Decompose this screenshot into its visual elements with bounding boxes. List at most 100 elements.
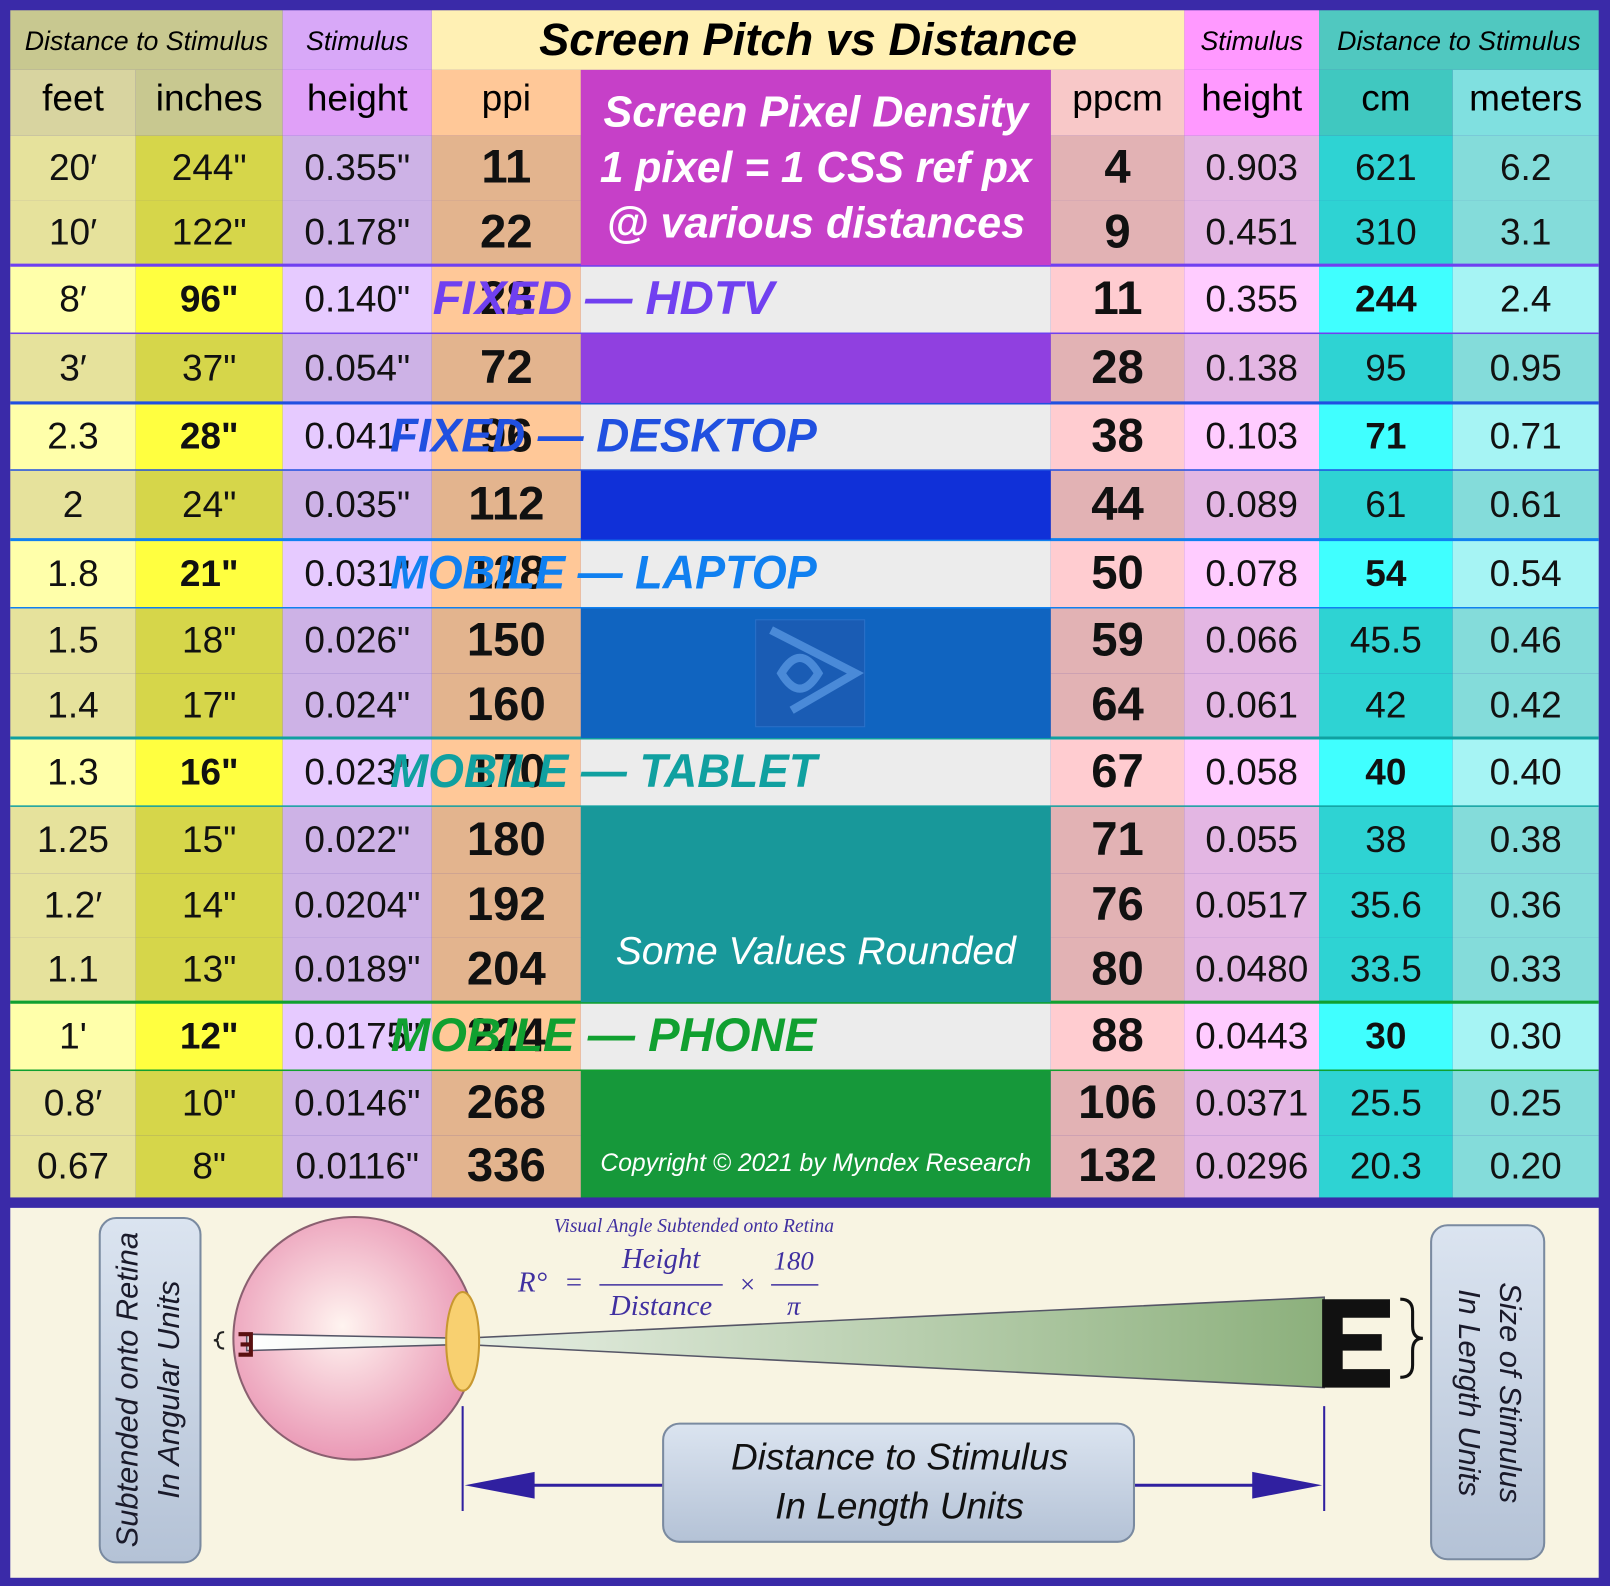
cell-text: 160: [467, 678, 546, 731]
cell-text: 71: [1365, 416, 1406, 457]
cell: [1184, 1002, 1320, 1072]
formula: ×: [738, 1269, 756, 1299]
formula: Height: [621, 1243, 701, 1275]
cell-text: 40: [1365, 751, 1406, 792]
cell: [10, 402, 136, 471]
cell: [1319, 539, 1453, 609]
cell-text: 0.903: [1205, 147, 1298, 188]
cell: [10, 265, 136, 335]
cell-text: 0.103: [1205, 416, 1298, 457]
cell-text: 95: [1365, 347, 1406, 388]
cell-text: 336: [467, 1139, 546, 1192]
cell-text: 0.54: [1490, 553, 1562, 594]
distance-box: [662, 1422, 1136, 1543]
cell-text: 20′: [49, 147, 97, 188]
cell: [135, 265, 283, 335]
cell-text: 1.4: [47, 684, 98, 725]
cell-text: 17": [182, 684, 236, 725]
cell-text: 0.178": [304, 212, 410, 253]
group-header: Stimulus: [306, 26, 408, 56]
column-header-cell: [1452, 69, 1599, 136]
cell-text: 621: [1355, 147, 1417, 188]
column-header-cell: [135, 69, 283, 136]
cell: [135, 1135, 283, 1198]
cell: [1050, 1135, 1185, 1198]
cell: [135, 608, 283, 674]
cell-text: 0.46: [1490, 620, 1562, 661]
column-header-cell: [1050, 69, 1185, 136]
cell-text: 0.61: [1490, 484, 1562, 525]
cell: [1319, 265, 1453, 335]
cell: [282, 200, 432, 266]
cell: [135, 1002, 283, 1072]
category-label: MOBILE — PHONE: [391, 1009, 818, 1062]
cell: [431, 402, 581, 471]
group-header: Distance to Stimulus: [25, 26, 269, 56]
cell: [282, 135, 432, 201]
cell-text: 1.8: [47, 553, 98, 594]
cell-text: 0.0146": [294, 1082, 420, 1123]
cell: [10, 1002, 136, 1072]
retina-e: [238, 1332, 253, 1357]
cell: [431, 265, 581, 335]
cell-text: 0.055: [1205, 819, 1298, 860]
cell: [10, 334, 136, 403]
cell: [282, 1135, 432, 1198]
cell-text: 20.3: [1350, 1145, 1422, 1186]
cell: [1184, 806, 1320, 874]
cell: [1452, 937, 1599, 1003]
cell: [1452, 334, 1599, 403]
cell: [10, 135, 136, 201]
label-cell: [580, 738, 1051, 807]
cell: [431, 1135, 581, 1198]
cell: [1452, 200, 1599, 266]
cell: [10, 608, 136, 674]
cell: [431, 470, 581, 540]
lens: [445, 1291, 481, 1392]
cell: [1184, 334, 1320, 403]
cell: [1050, 539, 1185, 609]
cell: [135, 1071, 283, 1136]
cell-text: 88: [1091, 1009, 1144, 1062]
cell-text: 9: [1104, 205, 1130, 258]
column-header-cell: [1184, 69, 1320, 136]
cell: [1050, 1071, 1185, 1136]
category-label: MOBILE — TABLET: [390, 745, 821, 798]
cell: [10, 200, 136, 266]
cell-text: 1.3: [47, 751, 98, 792]
middle-block: [580, 806, 1051, 1003]
header-cell: [431, 10, 1185, 70]
cell: [431, 937, 581, 1003]
cell: [1184, 135, 1320, 201]
cell-text: 1.25: [37, 819, 109, 860]
cell-text: 16": [180, 751, 239, 792]
cell: [282, 873, 432, 938]
cell-text: 1.1: [47, 949, 98, 990]
cell-text: 13": [182, 949, 236, 990]
cell-text: 0.36: [1490, 884, 1562, 925]
cell: [1184, 738, 1320, 807]
cell: [431, 334, 581, 403]
title: Screen Pitch vs Distance: [539, 14, 1077, 65]
cell: [1050, 873, 1185, 938]
distance-text: Distance to Stimulus: [731, 1436, 1068, 1477]
cell: [1319, 673, 1453, 739]
rotated-text: Size of Stimulus: [1493, 1282, 1528, 1503]
cell-text: 45.5: [1350, 620, 1422, 661]
cell-text: 0.0517: [1195, 884, 1308, 925]
column-header: height: [307, 78, 409, 119]
column-header: inches: [156, 78, 263, 119]
cell: [1452, 738, 1599, 807]
cell-text: 3′: [59, 347, 87, 388]
density-text: Screen Pixel Density: [603, 89, 1030, 137]
cell-text: 106: [1078, 1076, 1157, 1129]
column-header: ppi: [482, 78, 531, 119]
cell-text: 3.1: [1500, 212, 1551, 253]
cell: [1319, 806, 1453, 874]
cell: [1050, 402, 1185, 471]
cell-text: 0.066: [1205, 620, 1298, 661]
cell-text: 0.140": [304, 278, 410, 319]
cell-text: 61: [1365, 484, 1406, 525]
cell-text: 0.089: [1205, 484, 1298, 525]
cell-text: 132: [1078, 1139, 1157, 1192]
